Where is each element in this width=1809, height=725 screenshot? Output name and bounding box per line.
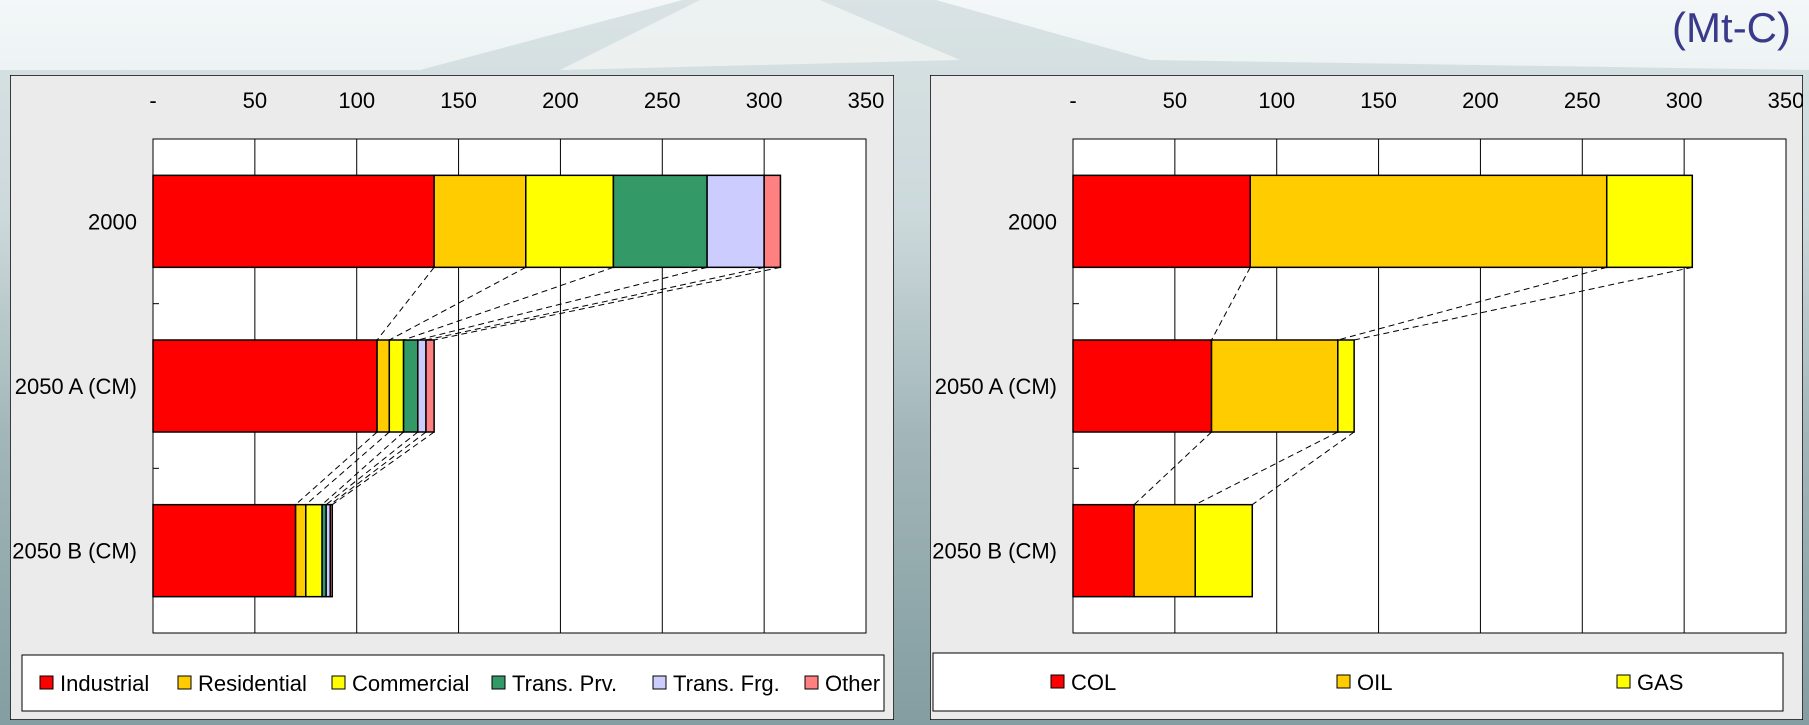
x-tick-label: 50 — [243, 88, 267, 113]
x-tick-label: 250 — [1564, 88, 1601, 113]
connector-line — [329, 431, 427, 506]
bar-segment — [706, 174, 765, 269]
legend-label: Other — [825, 671, 880, 696]
connector-line — [305, 431, 390, 506]
legend-label: GAS — [1637, 670, 1683, 695]
legend-label: Industrial — [60, 671, 149, 696]
bar-segment — [612, 174, 708, 269]
bar-segment — [152, 174, 435, 269]
chart-sectors-svg: - 50 100 150 200 250 300 350 2000 2050 A (CM) 2050… — [10, 75, 894, 720]
legend-swatch — [1050, 674, 1065, 689]
connector-line — [295, 431, 378, 506]
legend-label: COL — [1071, 670, 1116, 695]
connector-line — [1195, 431, 1339, 506]
bar-segment — [1133, 503, 1196, 598]
bar-segment — [1194, 503, 1254, 598]
legend-box — [21, 654, 885, 712]
bar-segment — [388, 339, 405, 433]
bar-segment — [1249, 174, 1608, 269]
bar-segment — [1210, 339, 1339, 433]
connector-line — [425, 266, 765, 341]
bar-segment — [402, 339, 419, 433]
category-label: 2000 — [88, 209, 137, 234]
bar-segment — [294, 503, 307, 598]
legend-swatch — [331, 675, 346, 690]
x-tick-label: 300 — [1666, 88, 1703, 113]
connector-line — [1211, 267, 1251, 341]
category-label: 2050 B (CM) — [932, 539, 1057, 564]
bar-segment — [425, 339, 435, 433]
bar-segment — [376, 339, 391, 433]
bar-segment — [1072, 339, 1213, 433]
x-tick-label: 50 — [1163, 88, 1187, 113]
legend-label: OIL — [1357, 670, 1392, 695]
legend-label: Trans. Prv. — [512, 671, 617, 696]
legend-swatch — [804, 675, 819, 690]
connector-line — [1133, 431, 1212, 506]
chart-fuels-svg: - 50 100 150 200 250 300 350 2000 2050 A (CM) 2050… — [930, 75, 1803, 720]
x-tick-label: 150 — [1360, 88, 1397, 113]
legend-swatch — [39, 675, 54, 690]
bar-segment — [763, 174, 782, 269]
legend-box — [932, 652, 1784, 712]
category-label: 2000 — [1008, 209, 1057, 234]
connector-line — [434, 266, 781, 341]
x-tick-label: 300 — [746, 88, 783, 113]
x-tick-label: 100 — [338, 88, 375, 113]
bar-segment — [305, 503, 323, 598]
legend-swatch — [491, 675, 506, 690]
legend-swatch — [652, 675, 667, 690]
category-label: 2050 A (CM) — [935, 374, 1057, 399]
bar-segment — [525, 174, 615, 269]
legend-label: Trans. Frg. — [673, 671, 780, 696]
unit-label: (Mt-C) — [1672, 4, 1791, 51]
connector-line — [331, 431, 435, 506]
connector-line — [389, 266, 527, 341]
bar-segment — [1605, 174, 1694, 269]
legend-swatch — [1616, 674, 1631, 689]
bar-segment — [152, 503, 297, 598]
x-tick-label: - — [149, 88, 156, 113]
connector-line — [376, 267, 435, 341]
x-tick-label: 100 — [1258, 88, 1295, 113]
x-tick-label: 200 — [1462, 88, 1499, 113]
x-tick-label: 150 — [440, 88, 477, 113]
category-label: 2050 A (CM) — [15, 374, 137, 399]
connector-line — [1251, 431, 1355, 506]
connector-line — [1354, 266, 1693, 341]
chart-panel-fuels: - 50 100 150 200 250 300 350 2000 2050 A (CM) 2050… — [930, 75, 1803, 720]
x-tick-label: 350 — [1768, 88, 1803, 113]
x-tick-label: 200 — [542, 88, 579, 113]
x-tick-label: 250 — [644, 88, 681, 113]
x-tick-label: - — [1069, 88, 1076, 113]
bar-segment — [417, 339, 427, 433]
legend-label: Commercial — [352, 671, 469, 696]
connector-line — [1337, 266, 1607, 341]
bar-segment — [329, 503, 334, 598]
bar-segment — [433, 174, 527, 269]
bar-segment — [1072, 174, 1251, 269]
category-label: 2050 B (CM) — [12, 539, 137, 564]
x-tick-label: 350 — [848, 88, 885, 113]
connector-line — [403, 266, 614, 341]
bar-segment — [152, 339, 378, 433]
legend-swatch — [177, 675, 192, 690]
legend-swatch — [1336, 674, 1351, 689]
bar-segment — [1337, 339, 1355, 433]
bar-segment — [1072, 503, 1135, 598]
connector-line — [321, 431, 404, 506]
legend-label: Residential — [198, 671, 307, 696]
chart-panel-sectors: - 50 100 150 200 250 300 350 2000 2050 A (CM) 2050… — [10, 75, 894, 720]
